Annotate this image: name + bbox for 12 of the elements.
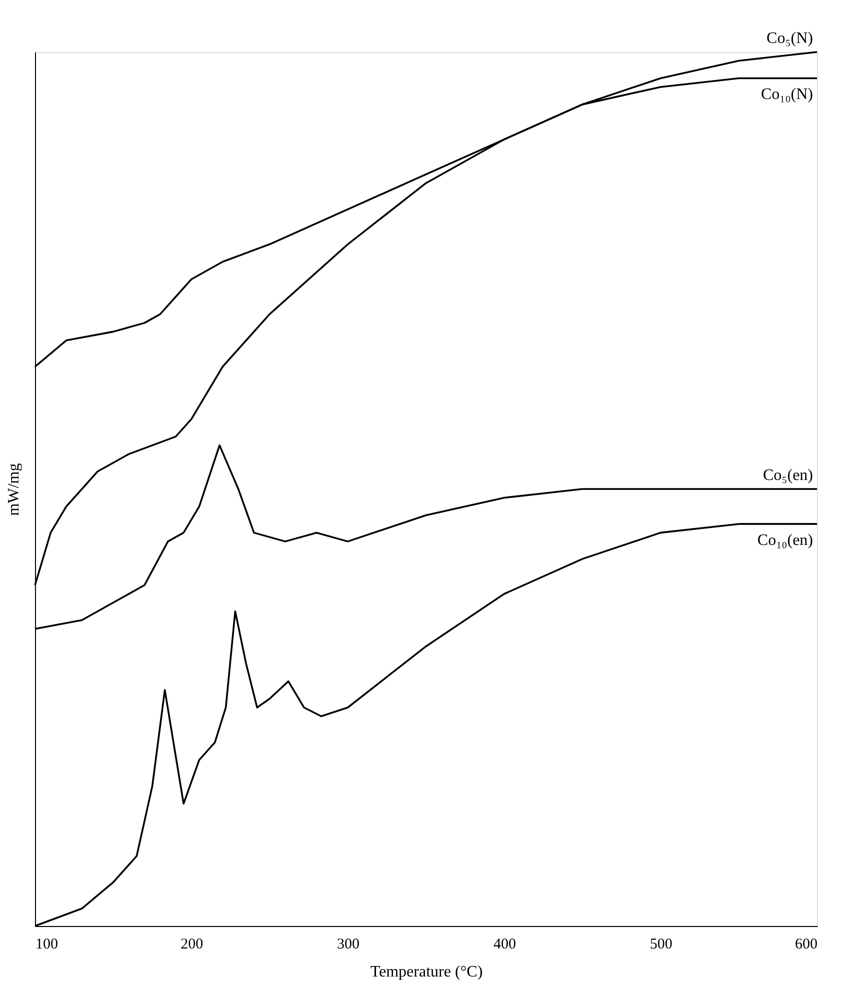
series-label: Co₅(en) bbox=[762, 467, 813, 484]
series-label: Co₁₀(N) bbox=[760, 86, 813, 104]
x-axis-title: Temperature (°C) bbox=[370, 964, 483, 980]
x-tick-label: 400 bbox=[493, 936, 516, 952]
series-label: Co₅(N) bbox=[766, 30, 813, 47]
series-label: Co₁₀(en) bbox=[757, 532, 813, 549]
x-tick-label: 600 bbox=[795, 936, 818, 952]
x-tick-label: 200 bbox=[180, 936, 204, 952]
y-axis-title: mW/mg bbox=[6, 463, 22, 516]
x-tick-label: 500 bbox=[650, 936, 672, 952]
x-tick-label: 300 bbox=[337, 936, 360, 952]
x-tick-label: 100 bbox=[36, 936, 58, 952]
